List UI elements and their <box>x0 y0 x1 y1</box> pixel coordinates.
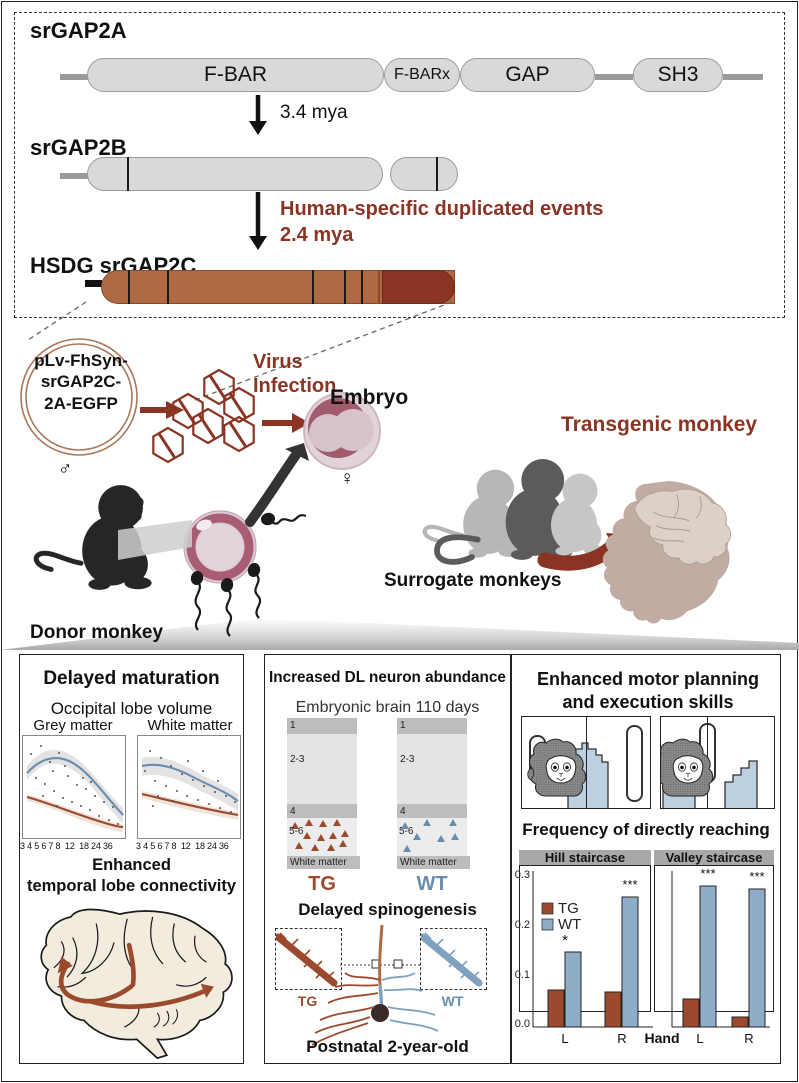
svg-text:♂: ♂ <box>58 459 72 480</box>
svg-text:♀: ♀ <box>340 468 354 489</box>
svg-text:0.2: 0.2 <box>515 919 530 931</box>
svg-text:0.0: 0.0 <box>515 1018 530 1030</box>
svg-text:TG: TG <box>558 900 579 917</box>
svg-text:0.1: 0.1 <box>515 969 530 981</box>
svg-text:***: *** <box>749 869 764 884</box>
svg-text:WT: WT <box>558 916 581 933</box>
svg-text:***: *** <box>622 877 637 892</box>
svg-text:0.3: 0.3 <box>515 869 530 881</box>
svg-text:R: R <box>617 1031 626 1046</box>
svg-text:L: L <box>561 1031 568 1046</box>
svg-text:*: * <box>562 932 568 949</box>
svg-text:L: L <box>696 1031 703 1046</box>
svg-text:***: *** <box>700 866 715 881</box>
svg-text:R: R <box>744 1031 753 1046</box>
svg-text:Hand: Hand <box>645 1030 680 1046</box>
